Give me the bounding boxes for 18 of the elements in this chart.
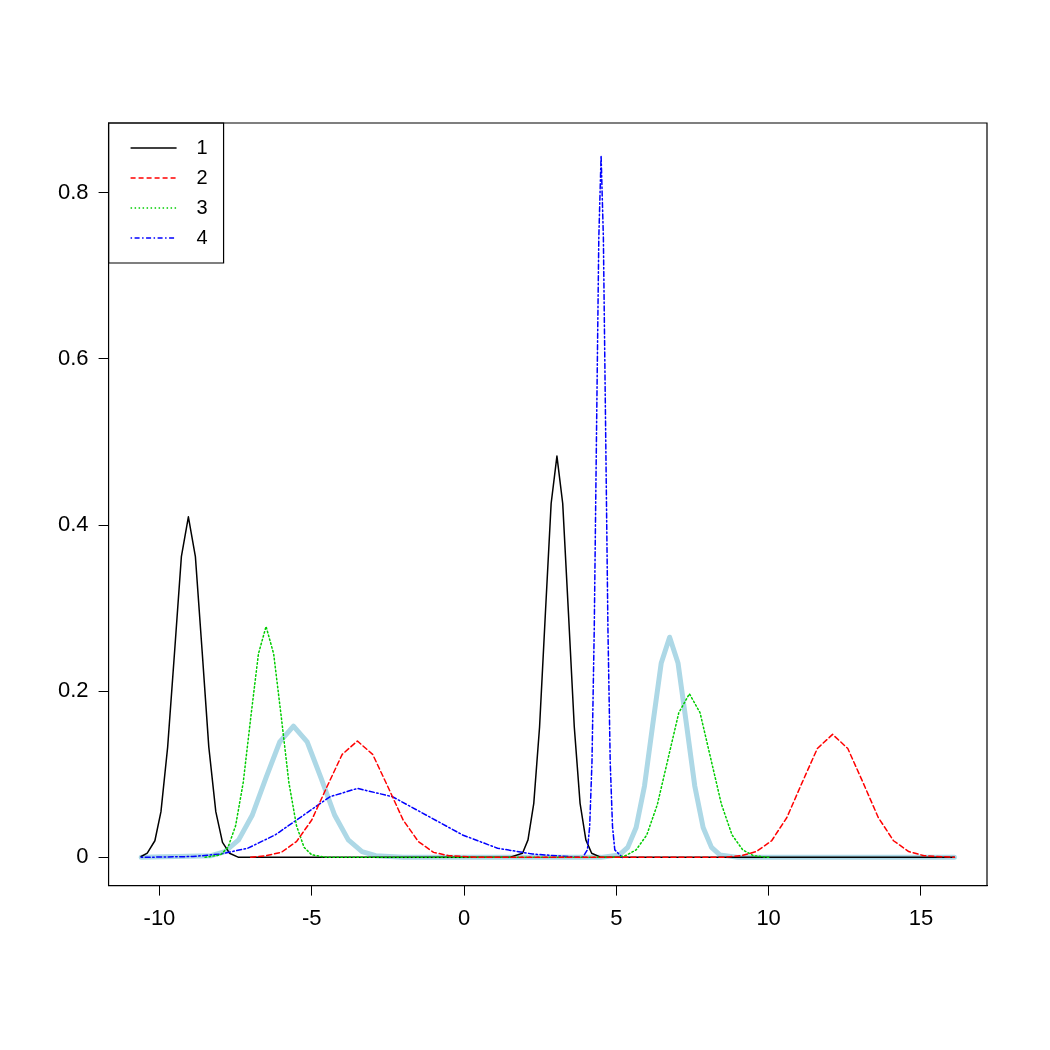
x-tick-label: 5 bbox=[610, 904, 623, 930]
y-tick-label: 0.6 bbox=[57, 344, 89, 370]
y-tick-label: 0 bbox=[76, 843, 89, 869]
y-tick-label: 0.2 bbox=[57, 677, 89, 703]
x-tick-label: -5 bbox=[301, 904, 322, 930]
legend-label: 1 bbox=[196, 135, 208, 158]
legend-label: 4 bbox=[196, 225, 208, 248]
legend-label: 2 bbox=[196, 165, 208, 188]
legend-label: 3 bbox=[196, 195, 208, 218]
x-tick-label: 0 bbox=[457, 904, 471, 930]
y-tick-label: 0.8 bbox=[57, 178, 89, 204]
line-series bbox=[204, 625, 770, 859]
y-tick-label: 0.4 bbox=[57, 511, 89, 537]
line-series bbox=[140, 154, 624, 859]
x-tick-label: -10 bbox=[143, 904, 176, 930]
x-tick-label: 15 bbox=[908, 904, 934, 930]
line-series bbox=[250, 733, 956, 859]
x-tick-label: 10 bbox=[756, 904, 781, 930]
